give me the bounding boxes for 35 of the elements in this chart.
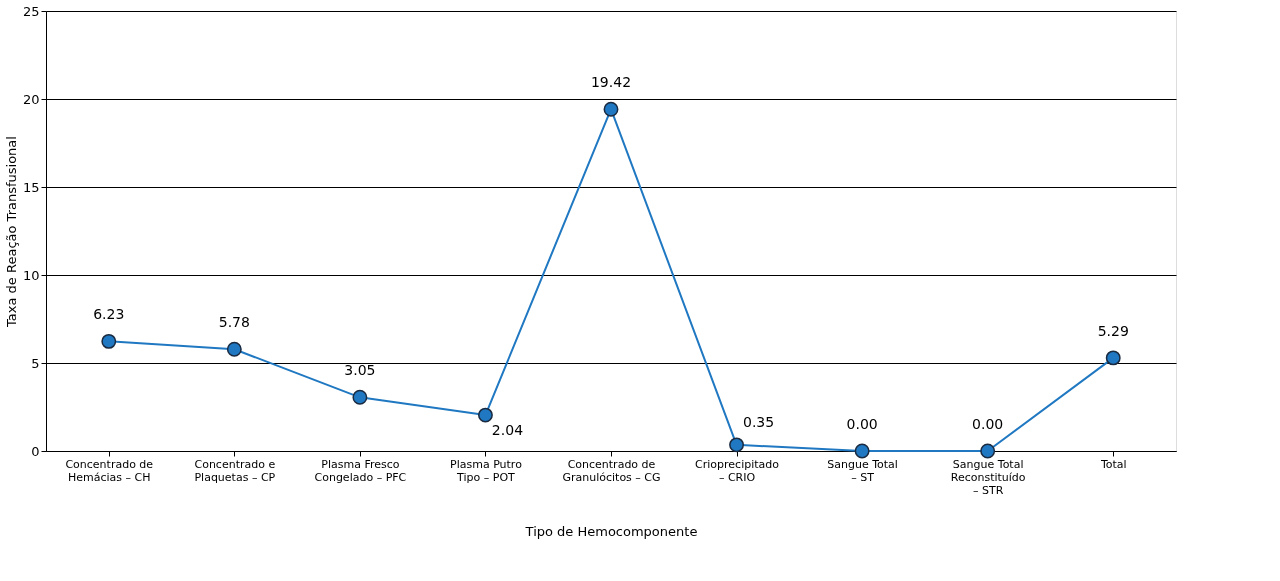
x-tick-label: Plasma Fresco Congelado – PFC [314, 457, 407, 484]
point [477, 407, 493, 423]
x-tick-label: Concentrado e Plaquetas – CP [194, 457, 276, 484]
x-tick-label: Plasma Putro Tipo – POT [450, 457, 523, 484]
x-tick-label: Crioprecipitado – CRIO [695, 457, 780, 484]
point [980, 443, 996, 459]
x-tick-label: Concentrado de Granulócitos – CG [562, 457, 661, 484]
y-tick-label: 0 [31, 443, 40, 459]
y-axis-title: Taxa de Reação Transfusional [3, 136, 19, 328]
x-axis-title: Tipo de Hemocomponente [524, 523, 698, 539]
data-label: 0.00 [846, 416, 878, 432]
point [729, 437, 745, 453]
data-label: 0.00 [972, 416, 1004, 432]
y-tick-label: 10 [22, 267, 40, 283]
x-tick-label: Total [1099, 457, 1127, 471]
y-tick-label: 25 [22, 3, 40, 19]
y-tick-label: 15 [22, 179, 40, 195]
data-label: 19.42 [590, 74, 632, 91]
point [226, 341, 242, 357]
data-label: 3.05 [344, 362, 376, 379]
data-label: 6.23 [93, 306, 125, 323]
point [101, 333, 117, 349]
point [352, 389, 368, 405]
x-tick-label: Concentrado de Hemácias – CH [65, 457, 154, 484]
data-label: 0.35 [742, 413, 775, 430]
x-tick-label: Sangue Total – ST [827, 457, 898, 484]
data-label: 5.29 [1097, 322, 1129, 339]
data-label: 5.78 [218, 314, 250, 331]
y-tick-label: 5 [31, 355, 40, 371]
y-tick-label: 20 [22, 91, 40, 107]
x-tick-label: Sangue Total Reconstituído – STR [950, 457, 1026, 497]
point [1105, 350, 1121, 366]
point [603, 101, 619, 117]
point [854, 443, 870, 459]
data-label: 2.04 [491, 422, 524, 439]
